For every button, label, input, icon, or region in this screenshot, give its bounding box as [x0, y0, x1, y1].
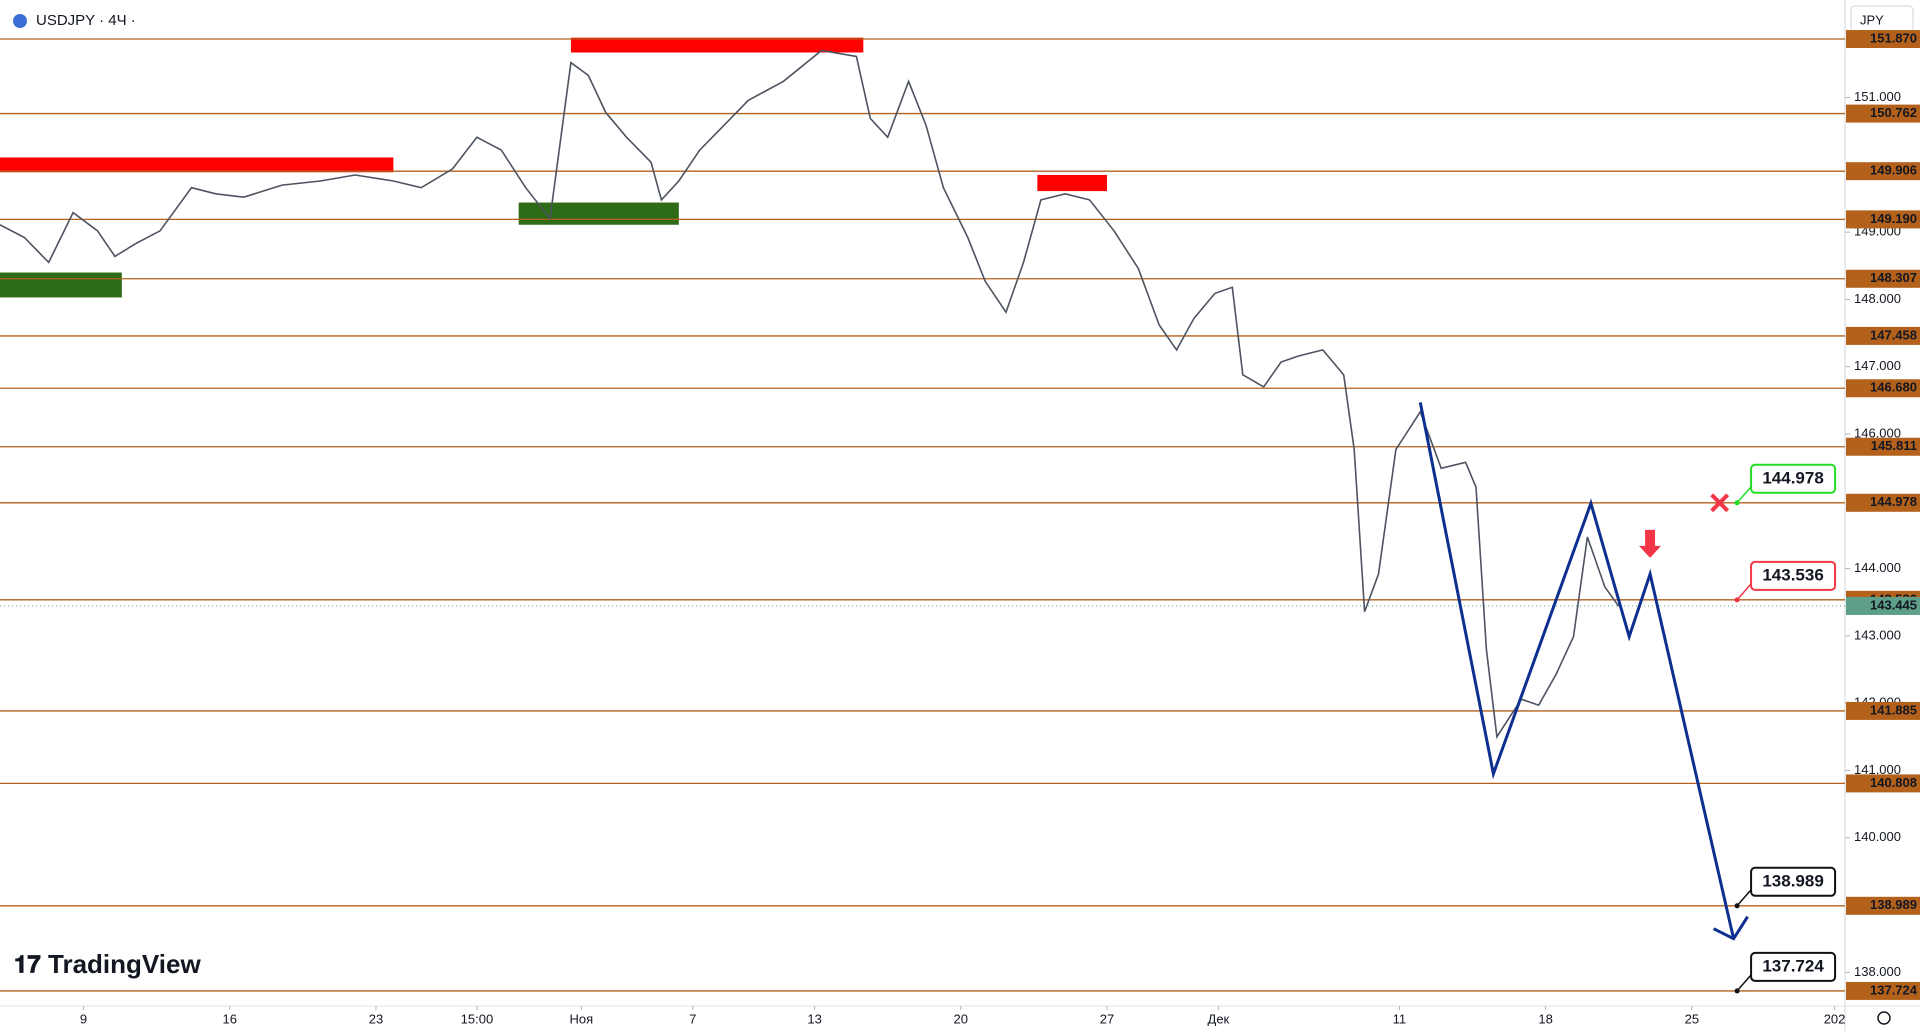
level-label-bg	[1846, 162, 1920, 181]
symbol-title: USDJPY · 4Ч ·	[36, 12, 136, 29]
last-price-label: 143.445	[1870, 597, 1917, 612]
x-tick-label: Ноя	[570, 1011, 594, 1026]
level-label-bg	[1846, 210, 1920, 229]
x-tick-label: 13	[807, 1011, 821, 1026]
callout-label: 137.724	[1762, 956, 1824, 975]
y-tick-label: 151.000	[1854, 89, 1901, 104]
level-label-bg	[1846, 437, 1920, 456]
zone	[0, 157, 394, 173]
level-label: 144.978	[1870, 494, 1917, 509]
level-label-bg	[1846, 981, 1920, 1000]
level-label: 149.906	[1870, 163, 1917, 178]
y-tick-label: 140.000	[1854, 829, 1901, 844]
level-label-bg	[1846, 774, 1920, 793]
level-label-bg	[1846, 701, 1920, 720]
x-tick-label: 23	[369, 1011, 383, 1026]
forecast-arrowhead	[1712, 915, 1749, 941]
level-label-bg	[1846, 379, 1920, 398]
stop-marker	[1710, 493, 1730, 513]
level-label-bg	[1846, 896, 1920, 915]
y-tick-label: 143.000	[1854, 627, 1901, 642]
callout-leader	[1736, 486, 1752, 504]
level-label: 148.307	[1870, 270, 1917, 285]
callout-leader	[1736, 974, 1752, 992]
y-tick-label: 146.000	[1854, 425, 1901, 440]
brand-logo: TradingView	[48, 949, 201, 979]
x-tick-label: 11	[1393, 1011, 1407, 1026]
symbol-flag	[13, 14, 27, 28]
level-label: 147.458	[1870, 327, 1917, 342]
y-tick-label: 141.000	[1854, 762, 1901, 777]
callout-box	[1750, 463, 1837, 494]
y-tick-label: 147.000	[1854, 358, 1901, 373]
callout-box	[1750, 560, 1837, 591]
x-tick-label: 9	[80, 1011, 87, 1026]
level-label: 138.989	[1870, 897, 1917, 912]
level-label: 151.870	[1870, 30, 1917, 45]
level-label-bg	[1846, 30, 1920, 49]
callout-label: 143.536	[1762, 565, 1823, 584]
brand-icon: 𝟏𝟕	[14, 951, 41, 978]
x-tick-label: 27	[1100, 1011, 1114, 1026]
zone	[1037, 174, 1107, 192]
last-price-bg	[1846, 596, 1920, 615]
callout-box	[1750, 866, 1837, 897]
x-tick-label: 18	[1538, 1011, 1552, 1026]
x-tick-label: 25	[1685, 1011, 1699, 1026]
level-label: 141.885	[1870, 702, 1917, 717]
x-tick-label: 7	[689, 1011, 696, 1026]
level-label: 137.724	[1870, 982, 1918, 997]
y-tick-label: 138.000	[1854, 964, 1901, 979]
callout-leader	[1736, 889, 1752, 907]
level-label: 146.680	[1870, 380, 1917, 395]
level-label-bg	[1846, 493, 1920, 512]
level-label: 150.762	[1870, 105, 1917, 120]
forecast-path	[1418, 402, 1736, 940]
zone	[0, 272, 122, 298]
settings-button[interactable]	[1877, 1011, 1891, 1025]
callout-leader	[1736, 583, 1752, 601]
callout-box	[1750, 951, 1837, 982]
level-label-bg	[1846, 326, 1920, 345]
price-line	[0, 49, 1620, 740]
zone	[518, 202, 679, 225]
callout-label: 144.978	[1762, 468, 1823, 487]
entry-arrow	[1639, 529, 1662, 558]
level-label: 140.808	[1870, 775, 1917, 790]
y-tick-label: 148.000	[1854, 291, 1901, 306]
level-label-bg	[1846, 104, 1920, 123]
y-tick-label: 144.000	[1854, 560, 1901, 575]
level-label: 149.190	[1870, 211, 1917, 226]
zone	[570, 37, 864, 53]
level-label-bg	[1846, 269, 1920, 288]
x-tick-label: Дек	[1208, 1011, 1230, 1026]
x-tick-label: 16	[223, 1011, 237, 1026]
callout-label: 138.989	[1762, 871, 1823, 890]
x-tick-label: 202	[1824, 1011, 1846, 1026]
x-tick-label: 15:00	[461, 1011, 494, 1026]
level-label: 145.811	[1871, 438, 1917, 453]
x-tick-label: 20	[954, 1011, 968, 1026]
currency-label: JPY	[1860, 12, 1884, 27]
